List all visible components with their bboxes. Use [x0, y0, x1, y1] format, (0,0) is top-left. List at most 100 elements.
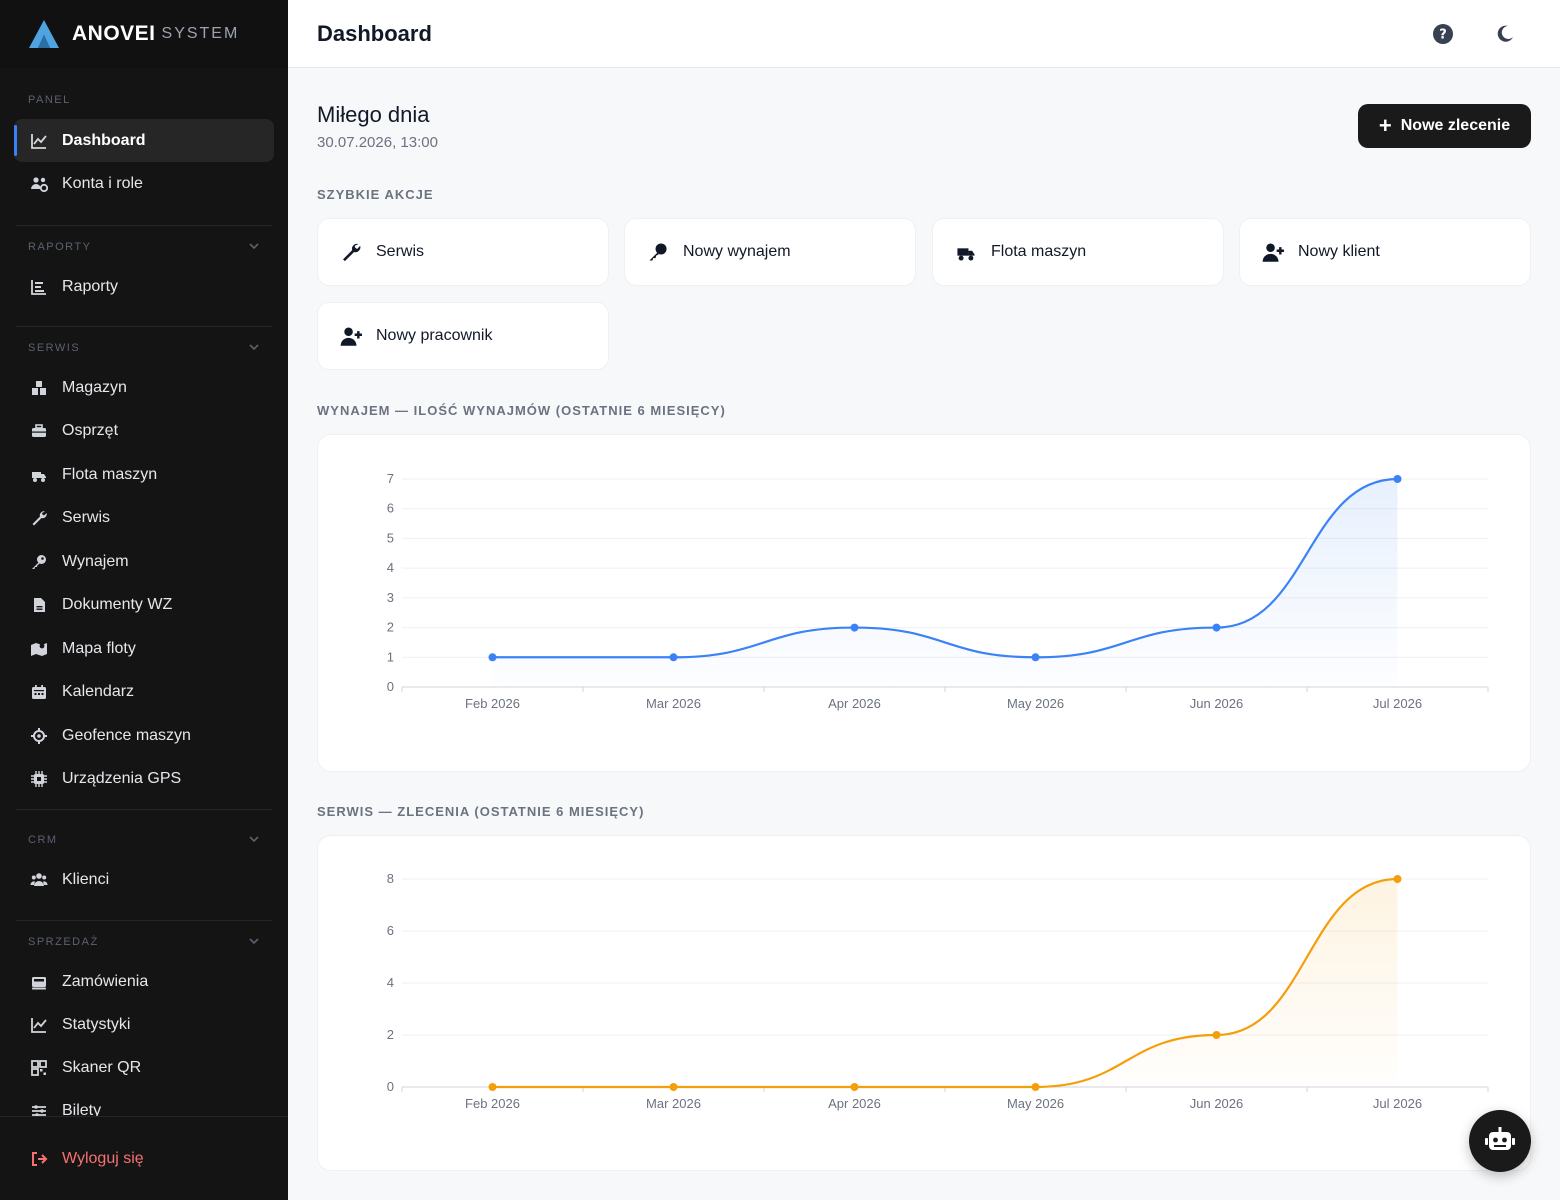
quick-action-nowy-klient[interactable]: Nowy klient [1239, 218, 1531, 286]
sidebar-item-dokumenty-wz[interactable]: Dokumenty WZ [14, 584, 274, 627]
chart1-card: 0 1 2 3 4 5 6 7 Feb 2026 Mar 2026 Apr 2026 May 2026… [317, 434, 1531, 772]
x-tick-label: May 2026 [1007, 696, 1064, 711]
series-line [492, 477, 1398, 659]
data-point [488, 1083, 497, 1091]
sidebar-item-konta-i-role[interactable]: Konta i role [14, 162, 274, 205]
crosshair-icon [30, 727, 48, 745]
brand[interactable]: ANOVEI SYSTEM [0, 0, 288, 68]
sidebar-item-label: Osprzęt [62, 422, 119, 439]
data-point [1212, 1031, 1221, 1039]
sidebar-item-label: Urządzenia GPS [62, 770, 182, 787]
sidebar-item-geofence-maszyn[interactable]: Geofence maszyn [14, 714, 274, 757]
truck-icon [955, 241, 977, 263]
y-tick-label: 1 [387, 649, 394, 664]
series-line [492, 877, 1398, 1089]
sidebar-item-label: Konta i role [62, 174, 143, 192]
sidebar-item-label: Zamówienia [62, 972, 149, 990]
section-header-crm[interactable]: CRM [0, 830, 288, 850]
sidebar-item-magazyn[interactable]: Magazyn [14, 366, 274, 409]
sidebar-divider [16, 326, 272, 327]
section-header-serwis[interactable]: SERWIS [0, 338, 288, 358]
x-tick-label: Jul 2026 [1373, 696, 1422, 711]
sidebar-item-label: Kalendarz [62, 683, 135, 700]
quick-action-serwis[interactable]: Serwis [317, 218, 609, 286]
y-tick-label: 4 [387, 975, 394, 990]
quick-action-nowy-wynajem[interactable]: Nowy wynajem [624, 218, 916, 286]
chevron-down-icon [248, 935, 260, 950]
section-header-raporty[interactable]: RAPORTY [0, 237, 288, 257]
svg-text:?: ? [1439, 28, 1447, 43]
sidebar-item-serwis[interactable]: Serwis [14, 497, 274, 540]
key-icon [647, 241, 669, 263]
dark-mode-toggle[interactable] [1491, 20, 1519, 48]
y-tick-label: 6 [387, 923, 394, 938]
key-icon [30, 553, 48, 571]
data-point [1393, 875, 1402, 883]
brand-suffix: SYSTEM [161, 25, 240, 42]
logo-icon [29, 20, 59, 48]
sidebar-item-label: Bilety [62, 1102, 102, 1116]
sidebar-item-klienci[interactable]: Klienci [14, 858, 274, 901]
robot-icon [1485, 1127, 1515, 1150]
sidebar-item-osprzet[interactable]: Osprzęt [14, 410, 274, 453]
section-title: RAPORTY [28, 241, 92, 253]
sidebar-divider [16, 809, 272, 810]
page-title: Dashboard [317, 20, 432, 46]
x-tick-label: Apr 2026 [828, 696, 881, 711]
data-point [850, 1083, 859, 1091]
y-tick-label: 2 [387, 1027, 394, 1042]
sidebar: ANOVEI SYSTEM PANEL Dashboard Konta i role… [0, 0, 288, 1200]
quick-action-flota-maszyn[interactable]: Flota maszyn [932, 218, 1224, 286]
x-tick-label: Jun 2026 [1190, 696, 1244, 711]
x-tick-label: Jun 2026 [1190, 1096, 1244, 1111]
service-orders-chart: 0 2 4 6 8 Feb 2026 Mar 2026 Apr 2026 May 2026 Jun… [387, 871, 1489, 1111]
chevron-down-icon [248, 341, 260, 356]
sidebar-item-raporty[interactable]: Raporty [14, 265, 274, 308]
chevron-down-icon [248, 240, 260, 255]
sidebar-item-mapa-floty[interactable]: Mapa floty [14, 627, 274, 670]
chart-line-icon [30, 1016, 48, 1034]
sidebar-item-statystyki[interactable]: Statystyki [14, 1003, 274, 1046]
sidebar-item-label: Raporty [62, 277, 119, 295]
help-button[interactable]: ? [1429, 20, 1457, 48]
y-tick-label: 6 [387, 501, 394, 516]
sidebar-item-label: Dashboard [62, 131, 146, 149]
sidebar-item-wynajem[interactable]: Wynajem [14, 540, 274, 583]
new-order-button[interactable]: + Nowe zlecenie [1358, 104, 1531, 148]
quick-action-label: Nowy pracownik [376, 327, 493, 344]
quick-action-nowy-pracownik[interactable]: Nowy pracownik [317, 302, 609, 370]
sidebar-item-zamowienia[interactable]: Zamówienia [14, 960, 274, 1003]
ticket-icon [30, 1102, 48, 1116]
sidebar-item-kalendarz[interactable]: Kalendarz [14, 671, 274, 714]
quick-action-label: Flota maszyn [991, 243, 1087, 260]
chip-icon [30, 770, 48, 788]
sidebar-item-urzadzenia-gps[interactable]: Urządzenia GPS [14, 758, 274, 801]
sidebar-item-skaner-qr[interactable]: Skaner QR [14, 1047, 274, 1090]
y-tick-label: 3 [387, 590, 394, 605]
sidebar-item-flota-maszyn[interactable]: Flota maszyn [14, 453, 274, 496]
section-header-sprzedaz[interactable]: SPRZEDAŻ [0, 932, 288, 952]
y-tick-label: 4 [387, 560, 394, 575]
cash-register-icon [30, 973, 48, 991]
sidebar-item-dashboard[interactable]: Dashboard [14, 119, 274, 162]
chevron-down-icon [248, 833, 260, 848]
quick-actions-title: SZYBKIE AKCJE [317, 187, 434, 202]
data-point [488, 653, 497, 662]
x-tick-label: May 2026 [1007, 1096, 1064, 1111]
section-title: PANEL [28, 94, 71, 106]
logout-button[interactable]: Wyloguj się [14, 1137, 274, 1180]
data-point [1393, 475, 1402, 483]
sidebar-item-label: Mapa floty [62, 639, 136, 657]
data-point [669, 1083, 678, 1091]
logout-area: Wyloguj się [0, 1116, 288, 1200]
y-tick-label: 5 [387, 530, 394, 545]
data-point [1031, 653, 1040, 662]
toolbox-icon [30, 422, 48, 440]
assistant-bot-button[interactable] [1469, 1110, 1531, 1172]
sidebar-divider [16, 920, 272, 921]
sidebar-item-bilety[interactable]: Bilety [14, 1090, 274, 1116]
calendar-icon [30, 683, 48, 701]
users-icon [30, 871, 48, 889]
sidebar-divider [16, 225, 272, 226]
topbar: Dashboard ? [288, 0, 1560, 68]
